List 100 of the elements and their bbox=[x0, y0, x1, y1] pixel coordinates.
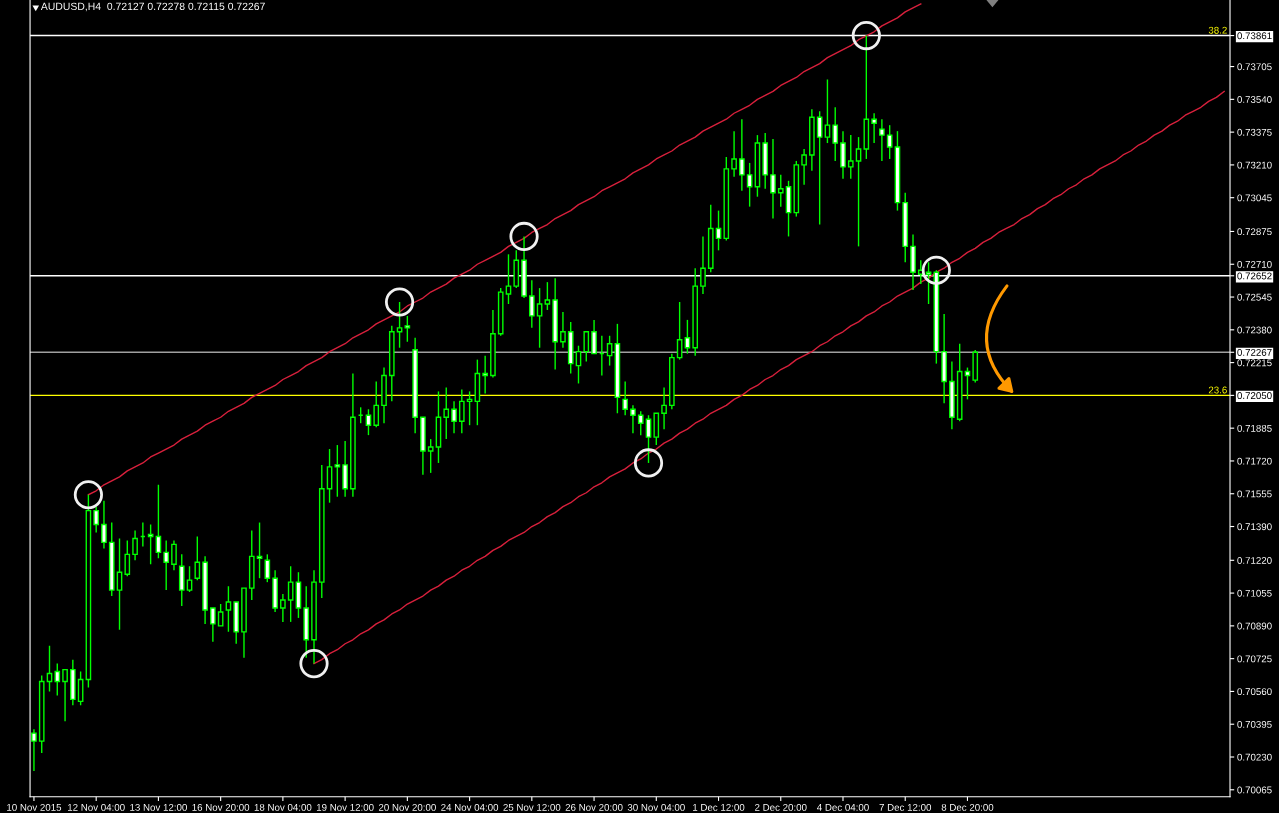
y-tick-label: 0.70230 bbox=[1237, 753, 1272, 761]
candlestick bbox=[62, 668, 68, 722]
candlestick bbox=[528, 279, 535, 329]
x-tick-label: 16 Nov 20:00 bbox=[192, 803, 250, 811]
candlestick bbox=[171, 539, 177, 571]
candlestick bbox=[427, 438, 434, 474]
candlestick bbox=[287, 565, 294, 623]
y-tick-label: 0.71220 bbox=[1237, 557, 1272, 564]
candlestick bbox=[661, 386, 667, 430]
y-tick-label: 0.70725 bbox=[1237, 655, 1272, 663]
y-tick-label: 0.73861 bbox=[1237, 32, 1272, 40]
x-tick-label: 24 Nov 04:00 bbox=[441, 803, 499, 811]
y-tick-label: 0.72710 bbox=[1237, 260, 1272, 268]
y-tick-label: 0.71390 bbox=[1237, 523, 1272, 531]
candlestick bbox=[630, 404, 636, 434]
point bbox=[509, 221, 539, 252]
candlestick bbox=[163, 539, 170, 591]
x-tick-label: 26 Nov 20:00 bbox=[565, 803, 623, 811]
x-tick-label: 4 Dec 04:00 bbox=[817, 803, 869, 811]
y-tick-label: 0.70890 bbox=[1237, 622, 1272, 630]
y-tick-label: 0.71720 bbox=[1237, 457, 1272, 465]
candlestick bbox=[840, 130, 846, 180]
candlestick bbox=[217, 603, 224, 627]
candlestick bbox=[451, 400, 457, 434]
annotation: 23.6 bbox=[1208, 386, 1227, 394]
candlestick bbox=[93, 505, 100, 534]
candlestick bbox=[505, 253, 512, 305]
x-tick-label: 25 Nov 12:00 bbox=[503, 803, 561, 811]
candlestick bbox=[583, 331, 590, 363]
candlestick bbox=[210, 607, 216, 643]
candlestick bbox=[536, 287, 543, 349]
x-tick-label: 20 Nov 20:00 bbox=[378, 803, 436, 811]
candlestick bbox=[443, 386, 450, 440]
candlestick bbox=[225, 585, 232, 633]
candlestick bbox=[591, 319, 597, 355]
x-tick-label: 12 Nov 04:00 bbox=[68, 803, 125, 811]
y-tick-label: 0.70560 bbox=[1237, 688, 1272, 696]
candlestick bbox=[132, 529, 138, 561]
candlestick bbox=[396, 301, 403, 349]
y-tick-label: 0.72875 bbox=[1237, 228, 1272, 236]
candlestick bbox=[879, 118, 885, 162]
y-tick-label: 0.72652 bbox=[1237, 272, 1272, 280]
y-tick-label: 0.73705 bbox=[1237, 63, 1272, 71]
y-tick-label: 0.70395 bbox=[1237, 720, 1272, 728]
candlestick bbox=[637, 410, 644, 436]
candlestick bbox=[54, 662, 61, 697]
point bbox=[851, 20, 881, 51]
y-tick-label: 0.72050 bbox=[1237, 392, 1272, 400]
candlestick bbox=[186, 565, 193, 593]
x-tick-label: 18 Nov 04:00 bbox=[254, 803, 312, 811]
candlestick bbox=[731, 130, 737, 178]
candlestick bbox=[871, 112, 877, 144]
annotation: 38.2 bbox=[1208, 26, 1227, 34]
candlestick bbox=[653, 412, 660, 446]
y-tick-label: 0.70065 bbox=[1237, 786, 1272, 794]
point bbox=[73, 480, 103, 510]
x-tick-label: 10 Nov 2015 bbox=[7, 803, 62, 811]
candlestick bbox=[280, 593, 286, 623]
chart-title: AUDUSD,H4 0.72127 0.72278 0.72115 0.72267 bbox=[40, 2, 265, 12]
x-tick-label: 7 Dec 12:00 bbox=[879, 803, 932, 811]
y-tick-label: 0.73375 bbox=[1237, 128, 1272, 136]
candlestick bbox=[178, 553, 185, 607]
x-tick-label: 30 Nov 04:00 bbox=[627, 803, 685, 811]
candlestick bbox=[101, 499, 107, 550]
x-tick-label: 2 Dec 20:00 bbox=[755, 803, 807, 811]
x-tick-label: 1 Dec 12:00 bbox=[693, 803, 745, 811]
point bbox=[633, 448, 664, 478]
candlestick bbox=[334, 444, 341, 498]
y-tick-label: 0.71555 bbox=[1237, 490, 1272, 498]
y-tick-label: 0.73210 bbox=[1237, 161, 1272, 169]
candlestick bbox=[458, 388, 465, 434]
y-tick-label: 0.73045 bbox=[1237, 194, 1272, 202]
y-tick-label: 0.72545 bbox=[1237, 293, 1272, 301]
candlestick bbox=[777, 174, 784, 208]
x-tick-label: 13 Nov 12:00 bbox=[130, 803, 187, 811]
candlestick bbox=[801, 148, 807, 186]
candlestick bbox=[739, 118, 745, 192]
candlestick bbox=[886, 124, 893, 160]
candlestick bbox=[560, 311, 566, 349]
candlestick bbox=[847, 134, 854, 180]
y-tick-label: 0.72215 bbox=[1237, 359, 1272, 367]
candlestick bbox=[824, 78, 831, 144]
candlestick bbox=[342, 440, 348, 498]
candlestick bbox=[404, 315, 411, 343]
point bbox=[299, 649, 329, 679]
candlestick bbox=[770, 138, 776, 220]
candlestick bbox=[700, 235, 706, 295]
y-tick-label: 0.72380 bbox=[1237, 326, 1272, 334]
y-tick-label: 0.71885 bbox=[1237, 424, 1272, 432]
candlestick bbox=[855, 136, 862, 248]
candlestick bbox=[194, 535, 201, 581]
candlestick bbox=[373, 380, 380, 428]
candlestick bbox=[124, 539, 131, 577]
y-tick-label: 0.72267 bbox=[1237, 349, 1272, 356]
candlestick bbox=[622, 380, 629, 416]
candlestick bbox=[264, 553, 271, 583]
y-tick-label: 0.73540 bbox=[1237, 96, 1272, 103]
point bbox=[384, 287, 415, 317]
point bbox=[921, 255, 951, 285]
x-tick-label: 8 Dec 20:00 bbox=[941, 803, 994, 811]
